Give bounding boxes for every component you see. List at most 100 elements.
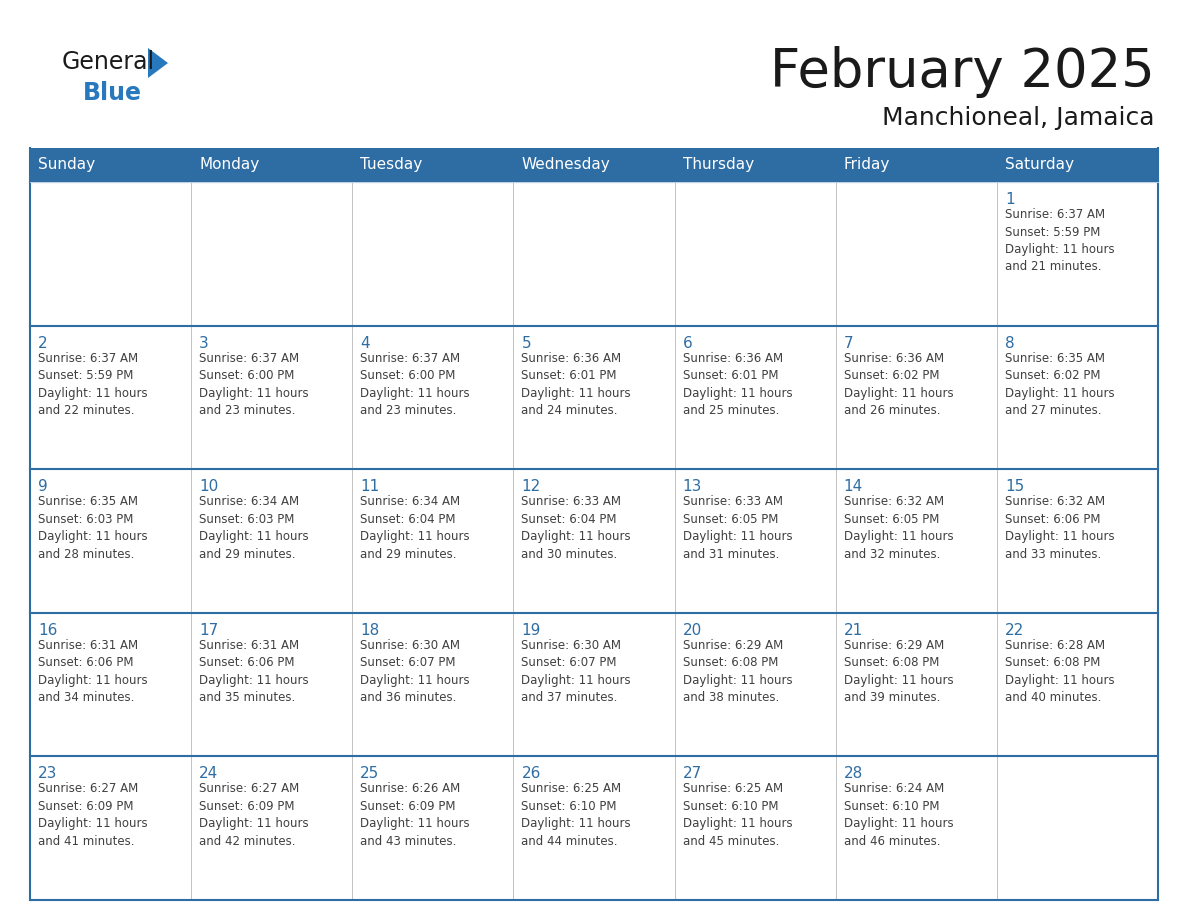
Text: Sunrise: 6:27 AM
Sunset: 6:09 PM
Daylight: 11 hours
and 42 minutes.: Sunrise: 6:27 AM Sunset: 6:09 PM Dayligh… — [200, 782, 309, 848]
Bar — [997, 326, 1158, 469]
Text: Sunrise: 6:29 AM
Sunset: 6:08 PM
Daylight: 11 hours
and 38 minutes.: Sunrise: 6:29 AM Sunset: 6:08 PM Dayligh… — [683, 639, 792, 704]
Text: Sunrise: 6:32 AM
Sunset: 6:05 PM
Daylight: 11 hours
and 32 minutes.: Sunrise: 6:32 AM Sunset: 6:05 PM Dayligh… — [843, 495, 953, 561]
Bar — [191, 326, 353, 469]
Text: 12: 12 — [522, 479, 541, 494]
Text: Sunrise: 6:36 AM
Sunset: 6:01 PM
Daylight: 11 hours
and 24 minutes.: Sunrise: 6:36 AM Sunset: 6:01 PM Dayligh… — [522, 352, 631, 417]
Text: 7: 7 — [843, 336, 853, 351]
Bar — [353, 469, 513, 613]
Text: 22: 22 — [1005, 622, 1024, 638]
Text: Sunrise: 6:33 AM
Sunset: 6:04 PM
Daylight: 11 hours
and 30 minutes.: Sunrise: 6:33 AM Sunset: 6:04 PM Dayligh… — [522, 495, 631, 561]
Text: Sunrise: 6:31 AM
Sunset: 6:06 PM
Daylight: 11 hours
and 35 minutes.: Sunrise: 6:31 AM Sunset: 6:06 PM Dayligh… — [200, 639, 309, 704]
Text: Sunrise: 6:24 AM
Sunset: 6:10 PM
Daylight: 11 hours
and 46 minutes.: Sunrise: 6:24 AM Sunset: 6:10 PM Dayligh… — [843, 782, 953, 848]
Text: Sunrise: 6:36 AM
Sunset: 6:02 PM
Daylight: 11 hours
and 26 minutes.: Sunrise: 6:36 AM Sunset: 6:02 PM Dayligh… — [843, 352, 953, 417]
Text: 4: 4 — [360, 336, 369, 351]
Text: General: General — [62, 50, 156, 74]
Bar — [835, 756, 997, 900]
Text: Sunrise: 6:37 AM
Sunset: 5:59 PM
Daylight: 11 hours
and 21 minutes.: Sunrise: 6:37 AM Sunset: 5:59 PM Dayligh… — [1005, 208, 1114, 274]
Text: Sunrise: 6:35 AM
Sunset: 6:03 PM
Daylight: 11 hours
and 28 minutes.: Sunrise: 6:35 AM Sunset: 6:03 PM Dayligh… — [38, 495, 147, 561]
Bar — [675, 756, 835, 900]
Bar — [191, 613, 353, 756]
Text: 9: 9 — [38, 479, 48, 494]
Bar — [513, 613, 675, 756]
Text: 19: 19 — [522, 622, 541, 638]
Text: 5: 5 — [522, 336, 531, 351]
Text: 13: 13 — [683, 479, 702, 494]
Bar — [835, 182, 997, 326]
Bar — [997, 756, 1158, 900]
Bar — [675, 182, 835, 326]
Text: Sunrise: 6:27 AM
Sunset: 6:09 PM
Daylight: 11 hours
and 41 minutes.: Sunrise: 6:27 AM Sunset: 6:09 PM Dayligh… — [38, 782, 147, 848]
Bar — [191, 182, 353, 326]
Text: Friday: Friday — [843, 158, 890, 173]
Text: 18: 18 — [360, 622, 379, 638]
Bar — [30, 469, 191, 613]
Text: Sunrise: 6:31 AM
Sunset: 6:06 PM
Daylight: 11 hours
and 34 minutes.: Sunrise: 6:31 AM Sunset: 6:06 PM Dayligh… — [38, 639, 147, 704]
Text: Sunrise: 6:37 AM
Sunset: 6:00 PM
Daylight: 11 hours
and 23 minutes.: Sunrise: 6:37 AM Sunset: 6:00 PM Dayligh… — [360, 352, 470, 417]
Bar — [513, 469, 675, 613]
Text: 24: 24 — [200, 767, 219, 781]
Text: Sunrise: 6:30 AM
Sunset: 6:07 PM
Daylight: 11 hours
and 37 minutes.: Sunrise: 6:30 AM Sunset: 6:07 PM Dayligh… — [522, 639, 631, 704]
Bar — [353, 182, 513, 326]
Bar — [835, 469, 997, 613]
Text: 6: 6 — [683, 336, 693, 351]
Bar — [353, 613, 513, 756]
Bar — [835, 613, 997, 756]
Bar — [191, 756, 353, 900]
Text: 11: 11 — [360, 479, 379, 494]
Text: 28: 28 — [843, 767, 862, 781]
Bar — [835, 326, 997, 469]
Text: 23: 23 — [38, 767, 57, 781]
Text: Sunrise: 6:37 AM
Sunset: 6:00 PM
Daylight: 11 hours
and 23 minutes.: Sunrise: 6:37 AM Sunset: 6:00 PM Dayligh… — [200, 352, 309, 417]
Text: 25: 25 — [360, 767, 379, 781]
Text: 2: 2 — [38, 336, 48, 351]
Bar — [513, 182, 675, 326]
Text: Sunrise: 6:29 AM
Sunset: 6:08 PM
Daylight: 11 hours
and 39 minutes.: Sunrise: 6:29 AM Sunset: 6:08 PM Dayligh… — [843, 639, 953, 704]
Bar — [997, 469, 1158, 613]
Text: 16: 16 — [38, 622, 57, 638]
Text: Sunrise: 6:32 AM
Sunset: 6:06 PM
Daylight: 11 hours
and 33 minutes.: Sunrise: 6:32 AM Sunset: 6:06 PM Dayligh… — [1005, 495, 1114, 561]
Text: Sunrise: 6:33 AM
Sunset: 6:05 PM
Daylight: 11 hours
and 31 minutes.: Sunrise: 6:33 AM Sunset: 6:05 PM Dayligh… — [683, 495, 792, 561]
Text: 26: 26 — [522, 767, 541, 781]
Bar — [997, 613, 1158, 756]
Text: Sunrise: 6:37 AM
Sunset: 5:59 PM
Daylight: 11 hours
and 22 minutes.: Sunrise: 6:37 AM Sunset: 5:59 PM Dayligh… — [38, 352, 147, 417]
Bar — [30, 182, 191, 326]
Text: Thursday: Thursday — [683, 158, 753, 173]
Bar — [30, 613, 191, 756]
Text: 1: 1 — [1005, 192, 1015, 207]
Text: Sunrise: 6:26 AM
Sunset: 6:09 PM
Daylight: 11 hours
and 43 minutes.: Sunrise: 6:26 AM Sunset: 6:09 PM Dayligh… — [360, 782, 470, 848]
Text: 8: 8 — [1005, 336, 1015, 351]
Text: February 2025: February 2025 — [770, 46, 1155, 98]
Bar — [997, 182, 1158, 326]
Text: 17: 17 — [200, 622, 219, 638]
Bar — [353, 326, 513, 469]
Text: Sunrise: 6:36 AM
Sunset: 6:01 PM
Daylight: 11 hours
and 25 minutes.: Sunrise: 6:36 AM Sunset: 6:01 PM Dayligh… — [683, 352, 792, 417]
Bar — [353, 756, 513, 900]
Text: Monday: Monday — [200, 158, 259, 173]
Text: Sunrise: 6:30 AM
Sunset: 6:07 PM
Daylight: 11 hours
and 36 minutes.: Sunrise: 6:30 AM Sunset: 6:07 PM Dayligh… — [360, 639, 470, 704]
Text: Sunrise: 6:28 AM
Sunset: 6:08 PM
Daylight: 11 hours
and 40 minutes.: Sunrise: 6:28 AM Sunset: 6:08 PM Dayligh… — [1005, 639, 1114, 704]
Text: Sunday: Sunday — [38, 158, 95, 173]
Text: 21: 21 — [843, 622, 862, 638]
Text: 10: 10 — [200, 479, 219, 494]
Bar — [30, 148, 1158, 182]
Text: Sunrise: 6:34 AM
Sunset: 6:03 PM
Daylight: 11 hours
and 29 minutes.: Sunrise: 6:34 AM Sunset: 6:03 PM Dayligh… — [200, 495, 309, 561]
Bar — [675, 326, 835, 469]
Text: 14: 14 — [843, 479, 862, 494]
Text: Wednesday: Wednesday — [522, 158, 611, 173]
Text: 20: 20 — [683, 622, 702, 638]
Bar — [675, 469, 835, 613]
Bar — [30, 326, 191, 469]
Bar — [513, 326, 675, 469]
Text: Tuesday: Tuesday — [360, 158, 423, 173]
Text: Saturday: Saturday — [1005, 158, 1074, 173]
Bar — [30, 756, 191, 900]
Text: Sunrise: 6:25 AM
Sunset: 6:10 PM
Daylight: 11 hours
and 45 minutes.: Sunrise: 6:25 AM Sunset: 6:10 PM Dayligh… — [683, 782, 792, 848]
Text: Sunrise: 6:34 AM
Sunset: 6:04 PM
Daylight: 11 hours
and 29 minutes.: Sunrise: 6:34 AM Sunset: 6:04 PM Dayligh… — [360, 495, 470, 561]
Text: 15: 15 — [1005, 479, 1024, 494]
Text: Sunrise: 6:35 AM
Sunset: 6:02 PM
Daylight: 11 hours
and 27 minutes.: Sunrise: 6:35 AM Sunset: 6:02 PM Dayligh… — [1005, 352, 1114, 417]
Polygon shape — [148, 48, 168, 78]
Text: 27: 27 — [683, 767, 702, 781]
Text: Sunrise: 6:25 AM
Sunset: 6:10 PM
Daylight: 11 hours
and 44 minutes.: Sunrise: 6:25 AM Sunset: 6:10 PM Dayligh… — [522, 782, 631, 848]
Bar — [191, 469, 353, 613]
Text: Manchioneal, Jamaica: Manchioneal, Jamaica — [883, 106, 1155, 130]
